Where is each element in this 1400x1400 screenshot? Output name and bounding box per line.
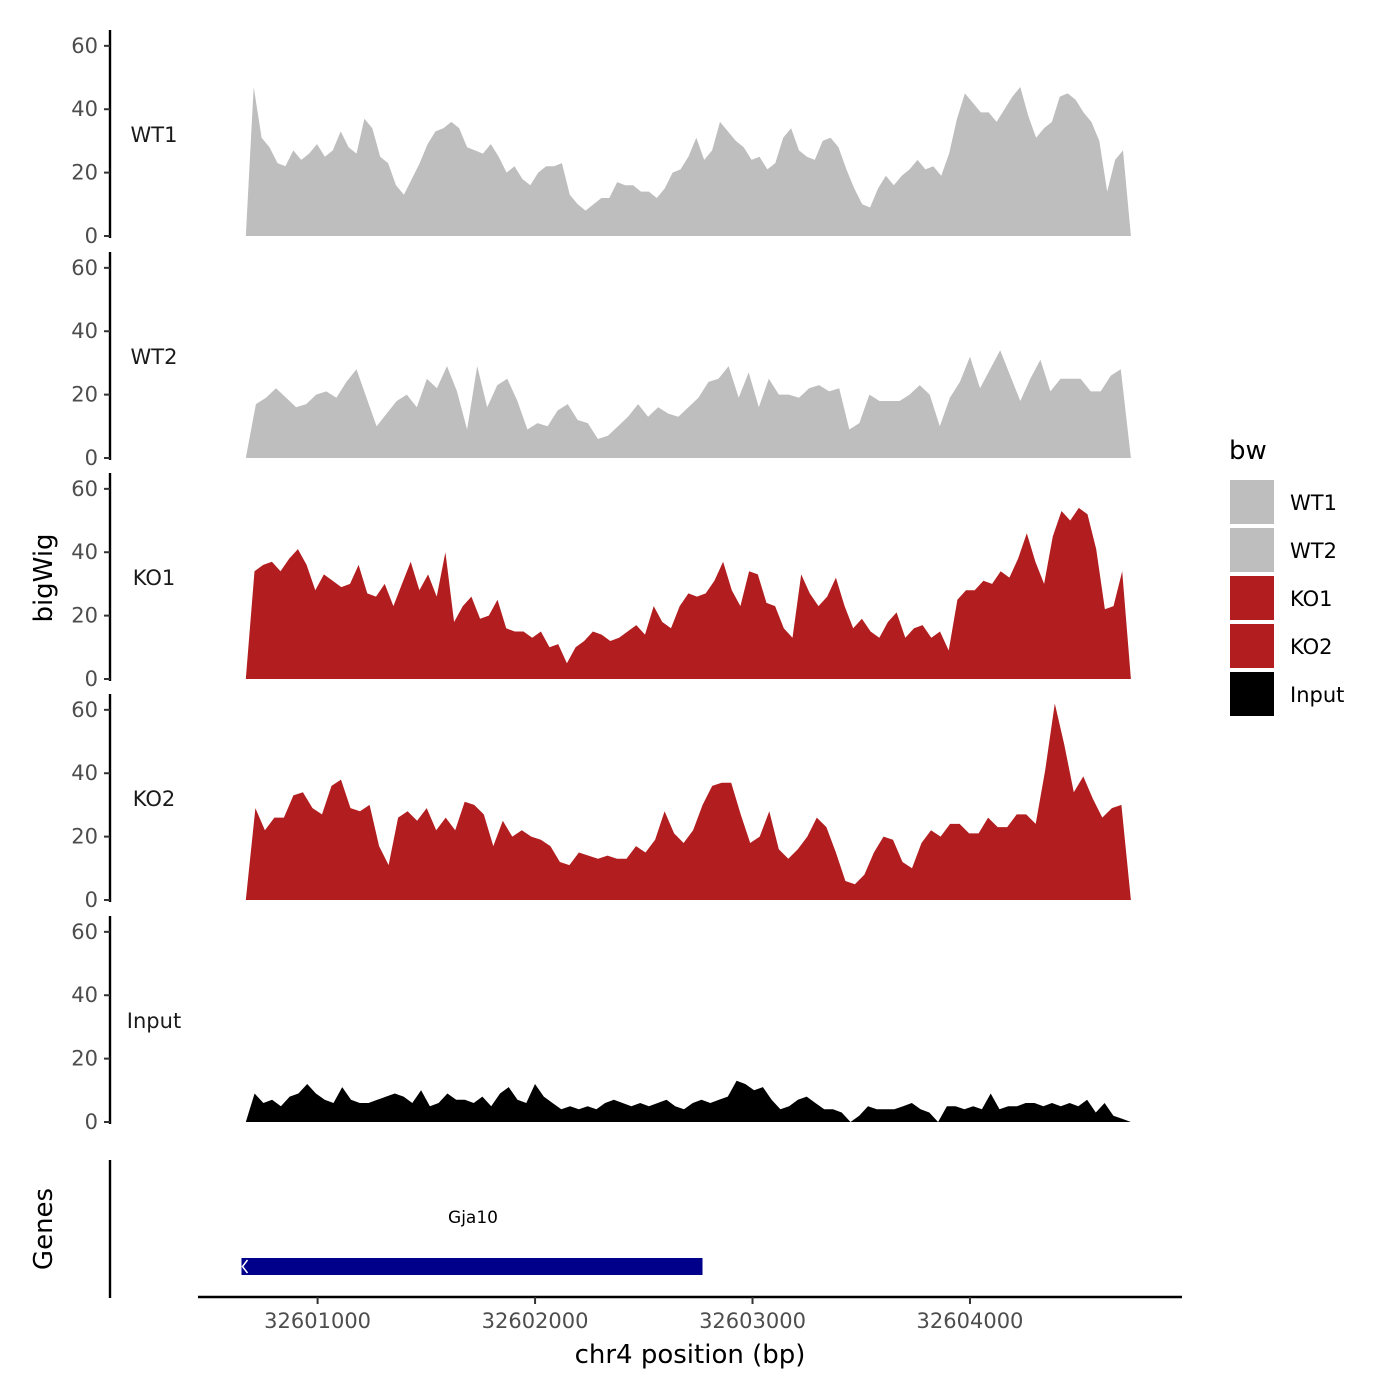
legend-title: bw [1229, 436, 1267, 466]
legend: bw WT1 WT2 KO1 KO2 Input [1229, 436, 1344, 716]
y-tick-label: 20 [71, 383, 98, 407]
gene-label: Gja10 [448, 1208, 498, 1228]
area-ko1 [245, 507, 1131, 679]
y-tick-label: 0 [85, 1110, 98, 1134]
tracks-layer: 0 20 40 60 WT1 0 20 40 60 WT2 0 20 40 60 KO1 0 20 40 60 KO2… [71, 30, 1131, 1134]
y-tick-label: 40 [71, 540, 98, 564]
x-tick-label: 32604000 [917, 1309, 1024, 1333]
legend-label-wt2: WT2 [1290, 539, 1337, 563]
y-tick-label: 40 [71, 97, 98, 121]
legend-key-wt1 [1230, 480, 1274, 524]
track-ko2: 0 20 40 60 KO2 [71, 694, 1131, 912]
legend-label-input: Input [1290, 683, 1344, 707]
track-label-wt1: WT1 [131, 123, 178, 147]
legend-label-wt1: WT1 [1290, 491, 1337, 515]
legend-key-input [1230, 672, 1274, 716]
track-label-input: Input [127, 1009, 181, 1033]
track-label-wt2: WT2 [131, 345, 178, 369]
track-label-ko2: KO2 [133, 787, 176, 811]
track-wt2: 0 20 40 60 WT2 [71, 252, 1131, 470]
track-ko1: 0 20 40 60 KO1 [71, 473, 1131, 691]
genes-track-label: Genes [29, 1188, 59, 1270]
legend-key-ko1 [1230, 576, 1274, 620]
y-axis-title: bigWig [29, 533, 59, 622]
area-wt2 [245, 350, 1131, 458]
x-tick-label: 32601000 [264, 1309, 371, 1333]
gene-bar [241, 1258, 703, 1275]
y-tick-label: 40 [71, 983, 98, 1007]
y-tick-label: 20 [71, 825, 98, 849]
y-tick-label: 60 [71, 34, 98, 58]
y-tick-label: 60 [71, 698, 98, 722]
y-tick-label: 60 [71, 920, 98, 944]
y-tick-label: 0 [85, 224, 98, 248]
x-tick-label: 32603000 [699, 1309, 806, 1333]
y-tick-label: 20 [71, 604, 98, 628]
x-axis: 32601000 32602000 32603000 32604000 [198, 1295, 1182, 1333]
y-tick-label: 0 [85, 888, 98, 912]
y-tick-label: 0 [85, 667, 98, 691]
track-wt1: 0 20 40 60 WT1 [71, 30, 1131, 248]
y-tick-label: 0 [85, 446, 98, 470]
legend-key-wt2 [1230, 528, 1274, 572]
genes-panel: Genes Gja10 [29, 1160, 703, 1298]
area-input [245, 1080, 1131, 1122]
legend-label-ko2: KO2 [1290, 635, 1333, 659]
y-tick-label: 40 [71, 761, 98, 785]
x-tick-label: 32602000 [482, 1309, 589, 1333]
legend-label-ko1: KO1 [1290, 587, 1333, 611]
legend-key-ko2 [1230, 624, 1274, 668]
x-axis-title: chr4 position (bp) [575, 1340, 806, 1370]
strand-arrow [241, 1259, 249, 1274]
y-tick-label: 60 [71, 256, 98, 280]
y-tick-label: 20 [71, 161, 98, 185]
y-tick-label: 60 [71, 477, 98, 501]
track-label-ko1: KO1 [133, 566, 176, 590]
area-ko2 [245, 703, 1131, 900]
y-tick-label: 20 [71, 1047, 98, 1071]
track-input: 0 20 40 60 Input [71, 916, 1131, 1134]
area-wt1 [245, 87, 1131, 236]
y-tick-label: 40 [71, 319, 98, 343]
